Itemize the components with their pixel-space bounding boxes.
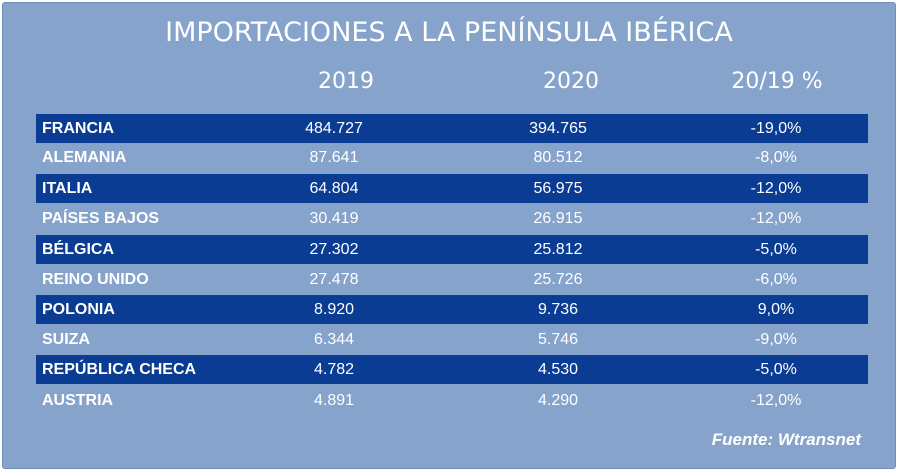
country-cell: BÉLGICA <box>42 241 114 258</box>
value-2020-cell: 5.746 <box>537 331 579 348</box>
table-row: FRANCIA 484.727 394.765 -19,0% <box>36 114 868 143</box>
table-row: ALEMANIA 87.641 80.512 -8,0% <box>36 143 868 172</box>
table-row: PAÍSES BAJOS 30.419 26.915 -12,0% <box>36 204 868 233</box>
table-row: BÉLGICA 27.302 25.812 -5,0% <box>36 235 868 264</box>
country-cell: PAÍSES BAJOS <box>42 210 160 227</box>
column-header-change: 20/19 % <box>731 69 823 94</box>
table-row: ITALIA 64.804 56.975 -12,0% <box>36 174 868 203</box>
value-2019-cell: 27.478 <box>309 271 359 288</box>
country-cell: ITALIA <box>42 180 93 197</box>
table-row: AUSTRIA 4.891 4.290 -12,0% <box>36 386 868 415</box>
value-2020-cell: 4.530 <box>537 361 579 378</box>
table-row: POLONIA 8.920 9.736 9,0% <box>36 295 868 324</box>
country-cell: FRANCIA <box>42 120 114 137</box>
country-cell: SUIZA <box>42 331 90 348</box>
value-2019-cell: 8.920 <box>313 301 355 318</box>
value-2020-cell: 56.975 <box>533 180 583 197</box>
value-2019-cell: 4.891 <box>313 392 355 409</box>
table-row: REINO UNIDO 27.478 25.726 -6,0% <box>36 265 868 294</box>
table-row: REPÚBLICA CHECA 4.782 4.530 -5,0% <box>36 355 868 384</box>
value-2020-cell: 9.736 <box>537 301 579 318</box>
change-pct-cell: -5,0% <box>755 241 797 258</box>
country-cell: REPÚBLICA CHECA <box>42 361 197 378</box>
country-cell: REINO UNIDO <box>42 271 149 288</box>
change-pct-cell: -8,0% <box>755 149 797 166</box>
value-2019-cell: 30.419 <box>309 210 359 227</box>
value-2019-cell: 27.302 <box>309 241 359 258</box>
value-2019-cell: 6.344 <box>313 331 355 348</box>
change-pct-cell: 9,0% <box>757 301 795 318</box>
table-title: IMPORTACIONES A LA PENÍNSULA IBÉRICA <box>165 17 733 48</box>
value-2020-cell: 25.812 <box>533 241 583 258</box>
value-2020-cell: 80.512 <box>533 149 583 166</box>
table-row: SUIZA 6.344 5.746 -9,0% <box>36 325 868 354</box>
change-pct-cell: -9,0% <box>755 331 797 348</box>
column-header-2020: 2020 <box>543 69 599 94</box>
change-pct-cell: -12,0% <box>750 210 802 227</box>
value-2020-cell: 25.726 <box>533 271 583 288</box>
value-2019-cell: 484.727 <box>305 120 363 137</box>
change-pct-cell: -12,0% <box>750 180 802 197</box>
value-2020-cell: 26.915 <box>533 210 583 227</box>
country-cell: AUSTRIA <box>42 392 114 409</box>
value-2019-cell: 4.782 <box>313 361 355 378</box>
column-header-2019: 2019 <box>318 69 374 94</box>
change-pct-cell: -19,0% <box>750 120 802 137</box>
change-pct-cell: -12,0% <box>750 392 802 409</box>
value-2020-cell: 394.765 <box>529 120 587 137</box>
change-pct-cell: -5,0% <box>755 361 797 378</box>
value-2020-cell: 4.290 <box>537 392 579 409</box>
source-credit: Fuente: Wtransnet <box>711 430 861 449</box>
country-cell: ALEMANIA <box>42 149 127 166</box>
value-2019-cell: 64.804 <box>309 180 359 197</box>
change-pct-cell: -6,0% <box>755 271 797 288</box>
value-2019-cell: 87.641 <box>309 149 359 166</box>
country-cell: POLONIA <box>42 301 115 318</box>
